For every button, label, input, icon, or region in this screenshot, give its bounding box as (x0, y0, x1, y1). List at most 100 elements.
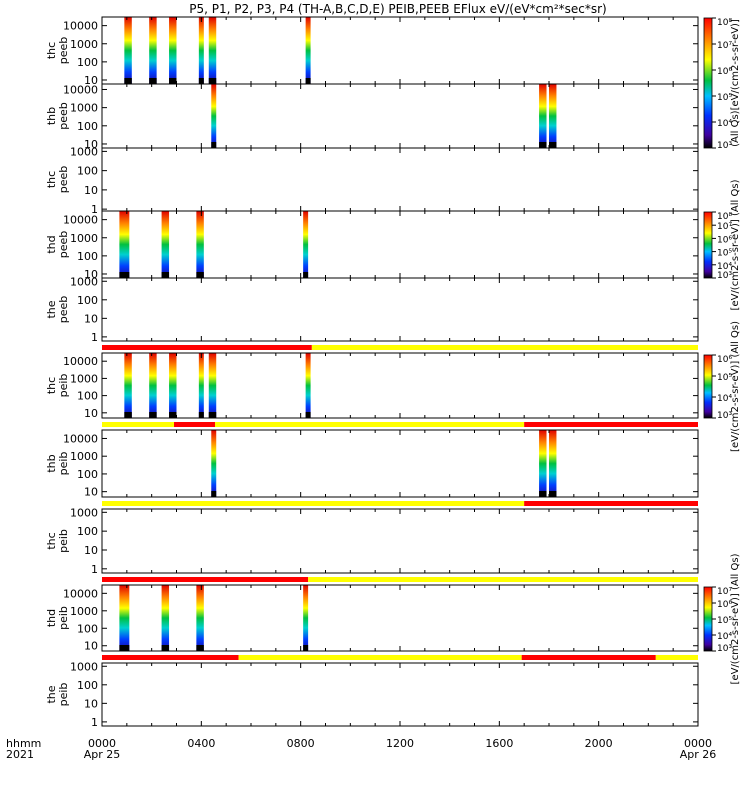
spectrum-burst (305, 17, 311, 84)
panel-the-peeb-4: 1 10 100 1000 the peeb (45, 275, 699, 344)
spectrum-burst (124, 17, 132, 84)
status-bar-segment (102, 655, 239, 660)
spectrum-floor (124, 78, 132, 84)
panel-species-label: peib (57, 529, 70, 553)
colorbar-scale (703, 211, 713, 279)
panel-probe-label: the (45, 685, 58, 703)
y-tick-label: 10 (84, 697, 98, 710)
status-bar-segment (102, 577, 309, 582)
colorbar-tick-label: 10⁶ (717, 67, 732, 77)
colorbar-tick-label: 10⁵ (717, 373, 732, 383)
colorbar-tick-label: 10⁶ (717, 355, 732, 365)
y-tick-label: 1000 (70, 450, 98, 463)
spectrum-burst (198, 353, 204, 418)
colorbar-0: 10³ 10⁴ 10⁵ 10⁶ 10⁷ 10⁸(All Qs)[eV/(cm2-s-sr-… (703, 17, 741, 151)
y-tick-label: 10 (84, 407, 98, 420)
spectrum-burst (161, 211, 170, 278)
y-tick-label: 10000 (63, 432, 98, 445)
y-tick-label: 100 (77, 390, 98, 403)
spectrum-burst (196, 585, 204, 651)
spectrum-burst (119, 585, 130, 651)
colorbar-tick-label: 10⁵ (717, 616, 732, 626)
y-tick-label: 100 (77, 679, 98, 692)
y-tick-label: 10000 (63, 355, 98, 368)
panel-species-label: peib (57, 374, 70, 398)
spectrum-floor (161, 272, 170, 278)
y-tick-label: 1000 (70, 275, 98, 288)
colorbar-tick-label: 10⁷ (717, 587, 732, 597)
y-tick-label: 100 (77, 294, 98, 307)
y-tick-label: 100 (77, 120, 98, 133)
colorbar-tick-label: 10⁴ (717, 262, 732, 272)
time-row-label-hhmm: hhmm (6, 737, 41, 750)
colorbar-3: 10³ 10⁴ 10⁵ 10⁶ 10⁷[eV/(cm2-s-sr-eV)] (All Q… (703, 553, 741, 684)
spectrum-burst (305, 353, 311, 418)
spectrum-burst (196, 211, 204, 278)
figure-title: P5, P1, P2, P3, P4 (TH-A,B,C,D,E) PEIB,P… (189, 2, 606, 16)
colorbar-2: 10³ 10⁴ 10⁵ 10⁶[eV/(cm2-s-sr-eV)] (All Qs) (703, 321, 741, 452)
spectrum-burst (198, 17, 204, 84)
colorbar-tick-label: 10⁴ (717, 394, 732, 404)
y-tick-label: 1000 (70, 102, 98, 115)
panel-thb-peib-6: 10 100 1000 10000 thb peib (45, 422, 699, 499)
status-bar-segment (102, 422, 175, 427)
panel-thd-peib-8: 10 100 1000 10000 thd peib (45, 577, 699, 653)
y-tick-label: 1 (91, 203, 98, 216)
panel-probe-label: thc (45, 42, 58, 59)
spectrum-floor (549, 142, 557, 148)
y-tick-label: 100 (77, 468, 98, 481)
colorbar-tick-label: 10⁴ (717, 119, 732, 129)
panel-frame (101, 210, 699, 279)
spectrum-burst (303, 585, 309, 651)
spectrum-burst (539, 84, 547, 148)
y-tick-label: 10 (84, 74, 98, 87)
y-tick-label: 1000 (70, 506, 98, 519)
colorbar-tick-label: 10⁶ (717, 235, 732, 245)
spectrum-burst (208, 17, 217, 84)
status-bar-segment (102, 345, 312, 350)
panel-probe-label: thc (45, 532, 58, 549)
y-tick-label: 1 (91, 331, 98, 344)
spectrum-burst (124, 353, 132, 418)
status-bar-segment (238, 655, 522, 660)
y-tick-label: 10 (84, 486, 98, 499)
spectrum-burst (539, 430, 547, 497)
spectrum-burst (169, 353, 177, 418)
spectrum-burst (119, 211, 130, 278)
panel-probe-label: thc (45, 171, 58, 188)
spectrum-floor (211, 142, 217, 148)
colorbar-tick-label: 10³ (717, 141, 732, 151)
time-tick-label: 1600 (485, 737, 513, 750)
y-tick-label: 100 (77, 165, 98, 178)
panel-species-label: peib (57, 606, 70, 630)
colorbar-tick-label: 10⁸ (717, 212, 732, 222)
y-tick-label: 1000 (70, 232, 98, 245)
y-tick-label: 1 (91, 716, 98, 729)
y-tick-label: 1000 (70, 145, 98, 158)
colorbar-label: [eV/(cm2-s-sr-eV)] (All Qs) (730, 321, 741, 452)
y-tick-label: 10 (84, 138, 98, 151)
colorbar-scale (703, 354, 713, 419)
colorbar-scale (703, 586, 713, 652)
spectrum-burst (549, 84, 557, 148)
spectrum-burst (303, 211, 309, 278)
y-tick-label: 10 (84, 312, 98, 325)
spectrum-burst (208, 353, 217, 418)
spectrum-floor (124, 412, 132, 418)
spectrum-floor (169, 78, 177, 84)
time-tick-label: 0000 (684, 737, 712, 750)
panel-thd-peeb-3: 10 100 1000 10000 thd peeb (45, 210, 699, 281)
panel-species-label: peeb (57, 231, 70, 259)
colorbar-label: [eV/(cm2-s-sr-eV)] (All Qs) (730, 179, 741, 310)
panel-probe-label: thb (45, 454, 58, 472)
spectrum-floor (149, 78, 157, 84)
y-tick-label: 10000 (63, 83, 98, 96)
panel-species-label: peib (57, 683, 70, 707)
y-tick-label: 1000 (70, 660, 98, 673)
y-tick-label: 10 (84, 640, 98, 653)
spectrum-burst (149, 17, 157, 84)
time-tick-date: Apr 26 (680, 748, 717, 761)
